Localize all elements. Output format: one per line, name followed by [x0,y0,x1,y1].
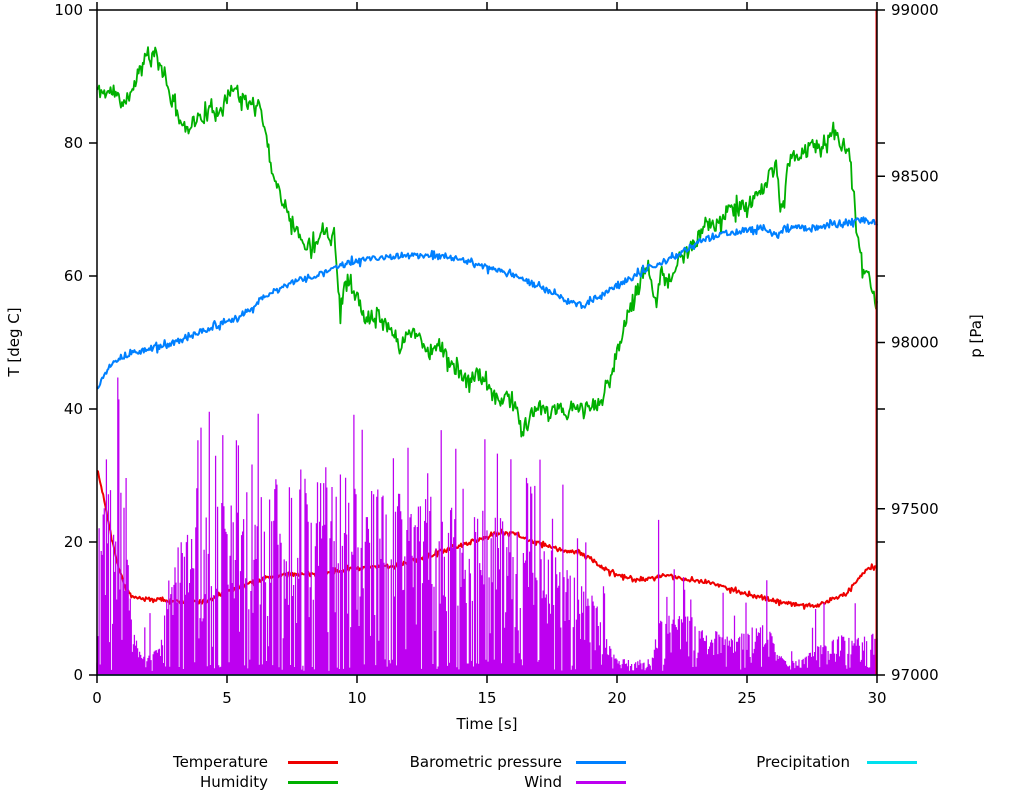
barometric-pressure-series [96,216,878,390]
x-tick-label: 0 [92,689,102,707]
legend-label-humidity: Humidity [199,773,268,791]
x-tick-label: 30 [867,689,886,707]
legend-line-temperature [288,761,338,764]
y2-tick-label: 98000 [891,334,939,352]
legend-line-precipitation [867,761,917,764]
legend-label-temperature: Temperature [172,753,268,771]
y2-tick-label: 99000 [891,1,939,19]
legend-line-barometric-pressure [576,761,626,764]
x-tick-label: 20 [607,689,626,707]
y2-tick-label: 97500 [891,500,939,518]
legend-label-barometric-pressure: Barometric pressure [409,753,562,771]
y-axis-title: T [deg C] [5,307,23,377]
legend-label-precipitation: Precipitation [756,753,850,771]
y-tick-label: 100 [54,1,83,19]
humidity-series [96,46,878,438]
x-tick-label: 10 [347,689,366,707]
x-tick-label: 15 [477,689,496,707]
y2-tick-label: 98500 [891,167,939,185]
x-axis-title: Time [s] [456,715,518,733]
y-tick-label: 0 [73,666,83,684]
y-tick-label: 60 [64,267,83,285]
y2-axis-title: p [Pa] [967,314,985,358]
x-tick-label: 25 [737,689,756,707]
y2-tick-label: 97000 [891,666,939,684]
y-tick-label: 40 [64,400,83,418]
legend-label-wind: Wind [524,773,562,791]
y-tick-label: 80 [64,134,83,152]
wind-impulses [96,377,878,675]
legend-line-wind [576,781,626,784]
x-tick-label: 5 [222,689,232,707]
legend-line-humidity [288,781,338,784]
y-tick-label: 20 [64,533,83,551]
